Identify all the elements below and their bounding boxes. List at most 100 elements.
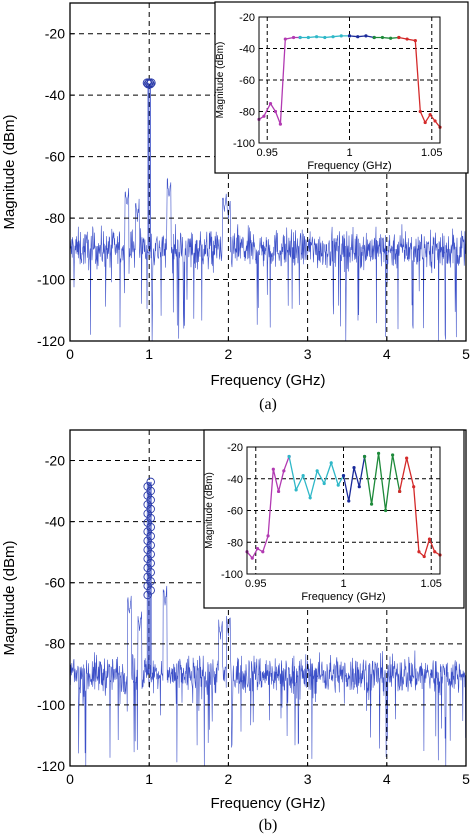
- inset-x-axis-label: Frequency (GHz): [301, 591, 385, 603]
- inset-series-line: [374, 36, 399, 39]
- inset-point: [308, 496, 312, 500]
- main-1-ytick-label: -60: [45, 575, 65, 591]
- main-1-xtick-label: 4: [383, 771, 391, 787]
- inset-point: [298, 35, 302, 40]
- inset-point: [427, 537, 432, 541]
- panel-caption: (a): [259, 396, 277, 413]
- panel-a-inset: 0.95 1 1.05 -20 -40 -60 -80 -100 Frequency (GHz)…: [214, 1, 469, 174]
- inset-point: [352, 466, 356, 470]
- inset-point: [397, 35, 401, 40]
- main-0-ytick-label: -40: [45, 87, 65, 103]
- inset-point: [413, 39, 417, 43]
- inset-plot-frame: [258, 16, 441, 144]
- inset-series-line: [363, 453, 401, 511]
- inset-point: [422, 554, 426, 559]
- main-0-xtick-label: 3: [304, 346, 312, 362]
- inset-xtick-label: 1.05: [421, 147, 442, 159]
- inset-point: [398, 489, 402, 494]
- peak-marker: [146, 550, 155, 559]
- peak-marker: [143, 527, 152, 536]
- inset-point: [418, 109, 422, 114]
- peak-marker: [146, 513, 155, 523]
- inset-point: [405, 37, 409, 41]
- inset-point: [362, 454, 367, 459]
- peak-marker: [143, 509, 152, 518]
- main-0-xtick-label: 2: [225, 346, 233, 362]
- peak-marker: [146, 495, 155, 505]
- peak-marker: [146, 522, 155, 532]
- noise-trace: [69, 177, 467, 342]
- inset-y-axis-label: Magnitude (dBm): [204, 472, 215, 549]
- peak-marker: [143, 563, 152, 573]
- inset-point: [433, 119, 437, 123]
- inset-xtick-label: 1: [346, 147, 352, 159]
- y-axis-label: Magnitude (dBm): [1, 114, 18, 229]
- peak-marker: [146, 586, 155, 595]
- main-0-ytick-label: -100: [37, 271, 65, 287]
- inset-point: [287, 454, 291, 459]
- inset-point: [283, 37, 287, 41]
- noise-trace: [69, 585, 467, 767]
- inset-point: [384, 508, 388, 513]
- main-1-xtick-label: 2: [225, 771, 233, 787]
- inset-point: [391, 453, 395, 457]
- inset-point: [347, 499, 351, 503]
- inset-point: [268, 102, 273, 106]
- inset-point: [341, 473, 346, 478]
- peak-marker: [146, 577, 155, 586]
- inset-point: [423, 120, 427, 125]
- main-0-ytick-label: -20: [45, 26, 65, 42]
- main-1-xtick-label: 0: [66, 771, 74, 787]
- inset-point: [364, 34, 368, 38]
- inset-point: [294, 488, 298, 492]
- main-0-xtick-label: 1: [145, 346, 153, 362]
- peak-marker: [143, 572, 152, 582]
- peak-marker: [145, 79, 155, 89]
- peak-marker: [143, 545, 152, 554]
- peak-marker: [143, 536, 152, 545]
- main-0-ytick-label: -120: [37, 333, 65, 349]
- inset-point: [336, 483, 340, 487]
- inset-series-line: [349, 35, 375, 39]
- inset-plot-frame: [246, 446, 441, 575]
- peak-marker: [146, 568, 155, 577]
- panel-caption: (b): [259, 817, 278, 834]
- inset-point: [380, 35, 385, 40]
- inset-xtick-label: 0.95: [257, 147, 278, 159]
- inset-point: [428, 113, 432, 117]
- inset-point: [331, 35, 335, 39]
- inset-point: [412, 485, 416, 489]
- inset-point: [271, 467, 275, 471]
- peak-marker: [143, 500, 152, 509]
- inset-xtick-label: 0.95: [245, 578, 266, 590]
- inset-point: [323, 35, 327, 40]
- inset-point: [282, 469, 286, 473]
- inset-point: [306, 35, 310, 40]
- inset-point: [433, 550, 437, 554]
- peak-marker: [146, 540, 155, 550]
- inset-point: [301, 473, 305, 478]
- inset-point: [369, 502, 374, 506]
- inset-point: [266, 534, 270, 538]
- inset-point: [276, 489, 281, 494]
- inset-point: [255, 547, 260, 551]
- inset-ytick-label: -20: [227, 442, 243, 454]
- inset-point: [278, 122, 282, 126]
- inset-y-axis-label: Magnitude (dBm): [215, 42, 226, 119]
- inset-point: [417, 550, 421, 554]
- inset-ytick-label: -80: [239, 107, 255, 119]
- inset-point: [376, 451, 381, 455]
- inset-point: [372, 35, 376, 40]
- inset-point: [356, 35, 360, 39]
- peak-marker: [143, 491, 152, 500]
- inset-ytick-label: -40: [227, 474, 243, 486]
- main-0-xtick-label: 4: [383, 346, 391, 362]
- main-1-xtick-label: 1: [145, 771, 153, 787]
- x-axis-label: Frequency (GHz): [210, 795, 325, 812]
- peak-marker: [143, 554, 152, 564]
- main-1-ytick-label: -80: [45, 636, 65, 652]
- main-0-xtick-label: 0: [66, 346, 74, 362]
- main-1-ytick-label: -120: [37, 758, 65, 774]
- inset-ytick-label: -100: [221, 569, 243, 581]
